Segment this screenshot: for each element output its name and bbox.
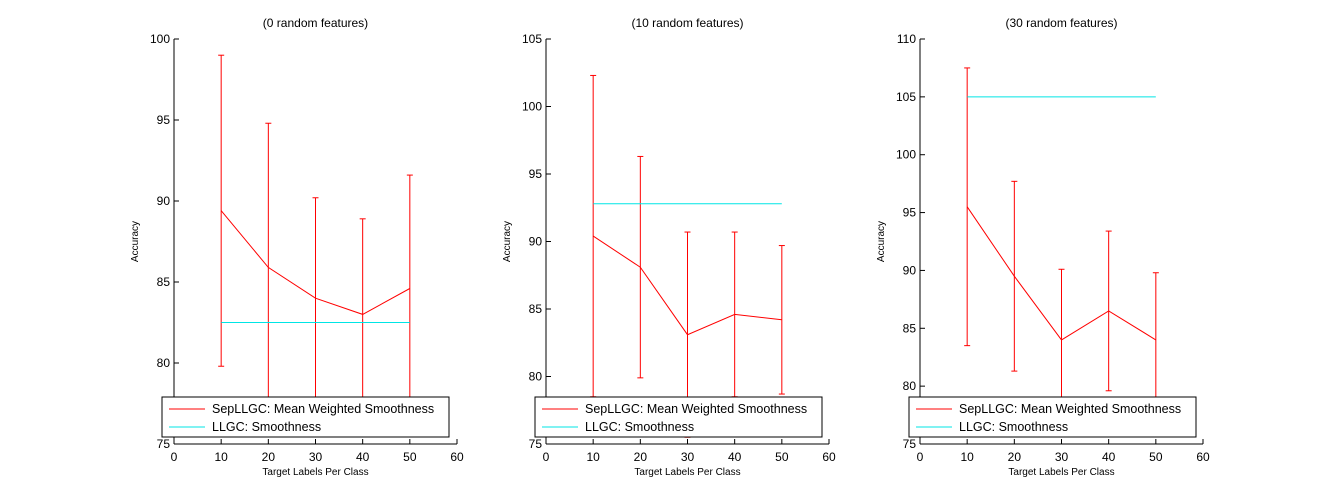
x-axis-label: Target Labels Per Class	[1008, 467, 1114, 478]
legend-entry-label: SepLLGC: Mean Weighted Smoothness	[212, 402, 434, 416]
y-tick-label: 80	[529, 370, 543, 384]
x-tick-label: 0	[543, 450, 550, 464]
y-axis-label: Accuracy	[130, 221, 141, 262]
chart-title: (10 random features)	[631, 16, 743, 30]
y-tick-label: 75	[529, 437, 543, 451]
series-sepllgc	[964, 67, 1159, 411]
y-tick-label: 100	[150, 32, 170, 46]
y-tick-label: 85	[157, 275, 171, 289]
x-tick-label: 40	[728, 450, 742, 464]
series-sepllgc	[590, 74, 785, 438]
x-tick-label: 30	[309, 450, 323, 464]
legend-entry-label: SepLLGC: Mean Weighted Smoothness	[585, 402, 807, 416]
chart-panel-1: (0 random features) 75 80 85 90 95 100 0 10 20 30 4…	[130, 16, 464, 478]
x-tick-label: 0	[171, 450, 178, 464]
y-tick-label: 85	[529, 302, 543, 316]
y-tick-label: 95	[529, 167, 543, 181]
y-tick-label: 90	[529, 235, 543, 249]
x-tick-label: 10	[586, 450, 600, 464]
y-tick-label: 90	[903, 263, 917, 277]
legend-entry-label: SepLLGC: Mean Weighted Smoothness	[959, 402, 1181, 416]
x-tick-label: 0	[917, 450, 924, 464]
plot-area	[964, 67, 1159, 411]
plot-area	[590, 74, 785, 438]
x-tick-label: 50	[775, 450, 789, 464]
x-tick-label: 50	[403, 450, 417, 464]
legend-entry-label: LLGC: Smoothness	[212, 420, 321, 434]
y-tick-label: 95	[157, 113, 171, 127]
y-axis-label: Accuracy	[876, 221, 887, 262]
legend-entry-label: LLGC: Smoothness	[959, 420, 1068, 434]
y-tick-label: 100	[896, 148, 916, 162]
chart-title: (0 random features)	[263, 16, 368, 30]
y-tick-label: 75	[157, 437, 171, 451]
legend-box	[534, 396, 823, 438]
y-axis-label: Accuracy	[502, 221, 513, 262]
y-tick-label: 85	[903, 321, 917, 335]
y-tick-label: 80	[903, 379, 917, 393]
plot-area	[218, 54, 413, 413]
x-tick-label: 10	[214, 450, 228, 464]
legend: SepLLGC: Mean Weighted Smoothness LLGC: S…	[908, 396, 1197, 438]
legend-entry-label: LLGC: Smoothness	[585, 420, 694, 434]
legend-box	[161, 396, 450, 438]
x-tick-label: 60	[822, 450, 836, 464]
x-tick-label: 10	[960, 450, 974, 464]
legend: SepLLGC: Mean Weighted Smoothness LLGC: S…	[534, 396, 823, 438]
x-axis-label: Target Labels Per Class	[634, 467, 740, 478]
series-sepllgc	[218, 54, 413, 413]
y-tick-label: 110	[897, 32, 916, 46]
y-tick-label: 80	[157, 356, 171, 370]
y-tick-label: 100	[522, 100, 542, 114]
chart-panel-2: (10 random features) 75 80 85 90 95 100 105 0 10 2…	[502, 16, 836, 478]
x-tick-label: 20	[1008, 450, 1022, 464]
y-tick-label: 75	[903, 437, 917, 451]
y-tick-label: 105	[522, 32, 542, 46]
x-tick-label: 60	[450, 450, 464, 464]
x-tick-label: 50	[1149, 450, 1163, 464]
x-tick-label: 30	[681, 450, 695, 464]
chart-panel-3: (30 random features) 75 80 85 90 95 100 105 110 0…	[876, 16, 1210, 478]
x-tick-label: 60	[1196, 450, 1210, 464]
chart-title: (30 random features)	[1005, 16, 1117, 30]
y-tick-label: 95	[903, 206, 917, 220]
x-tick-label: 20	[262, 450, 276, 464]
legend-box	[908, 396, 1197, 438]
legend: SepLLGC: Mean Weighted Smoothness LLGC: S…	[161, 396, 450, 438]
y-tick-label: 105	[896, 90, 916, 104]
x-tick-label: 40	[356, 450, 370, 464]
x-tick-label: 30	[1055, 450, 1069, 464]
y-tick-label: 90	[157, 194, 171, 208]
x-tick-label: 20	[634, 450, 648, 464]
x-axis-label: Target Labels Per Class	[262, 467, 368, 478]
x-tick-label: 40	[1102, 450, 1116, 464]
